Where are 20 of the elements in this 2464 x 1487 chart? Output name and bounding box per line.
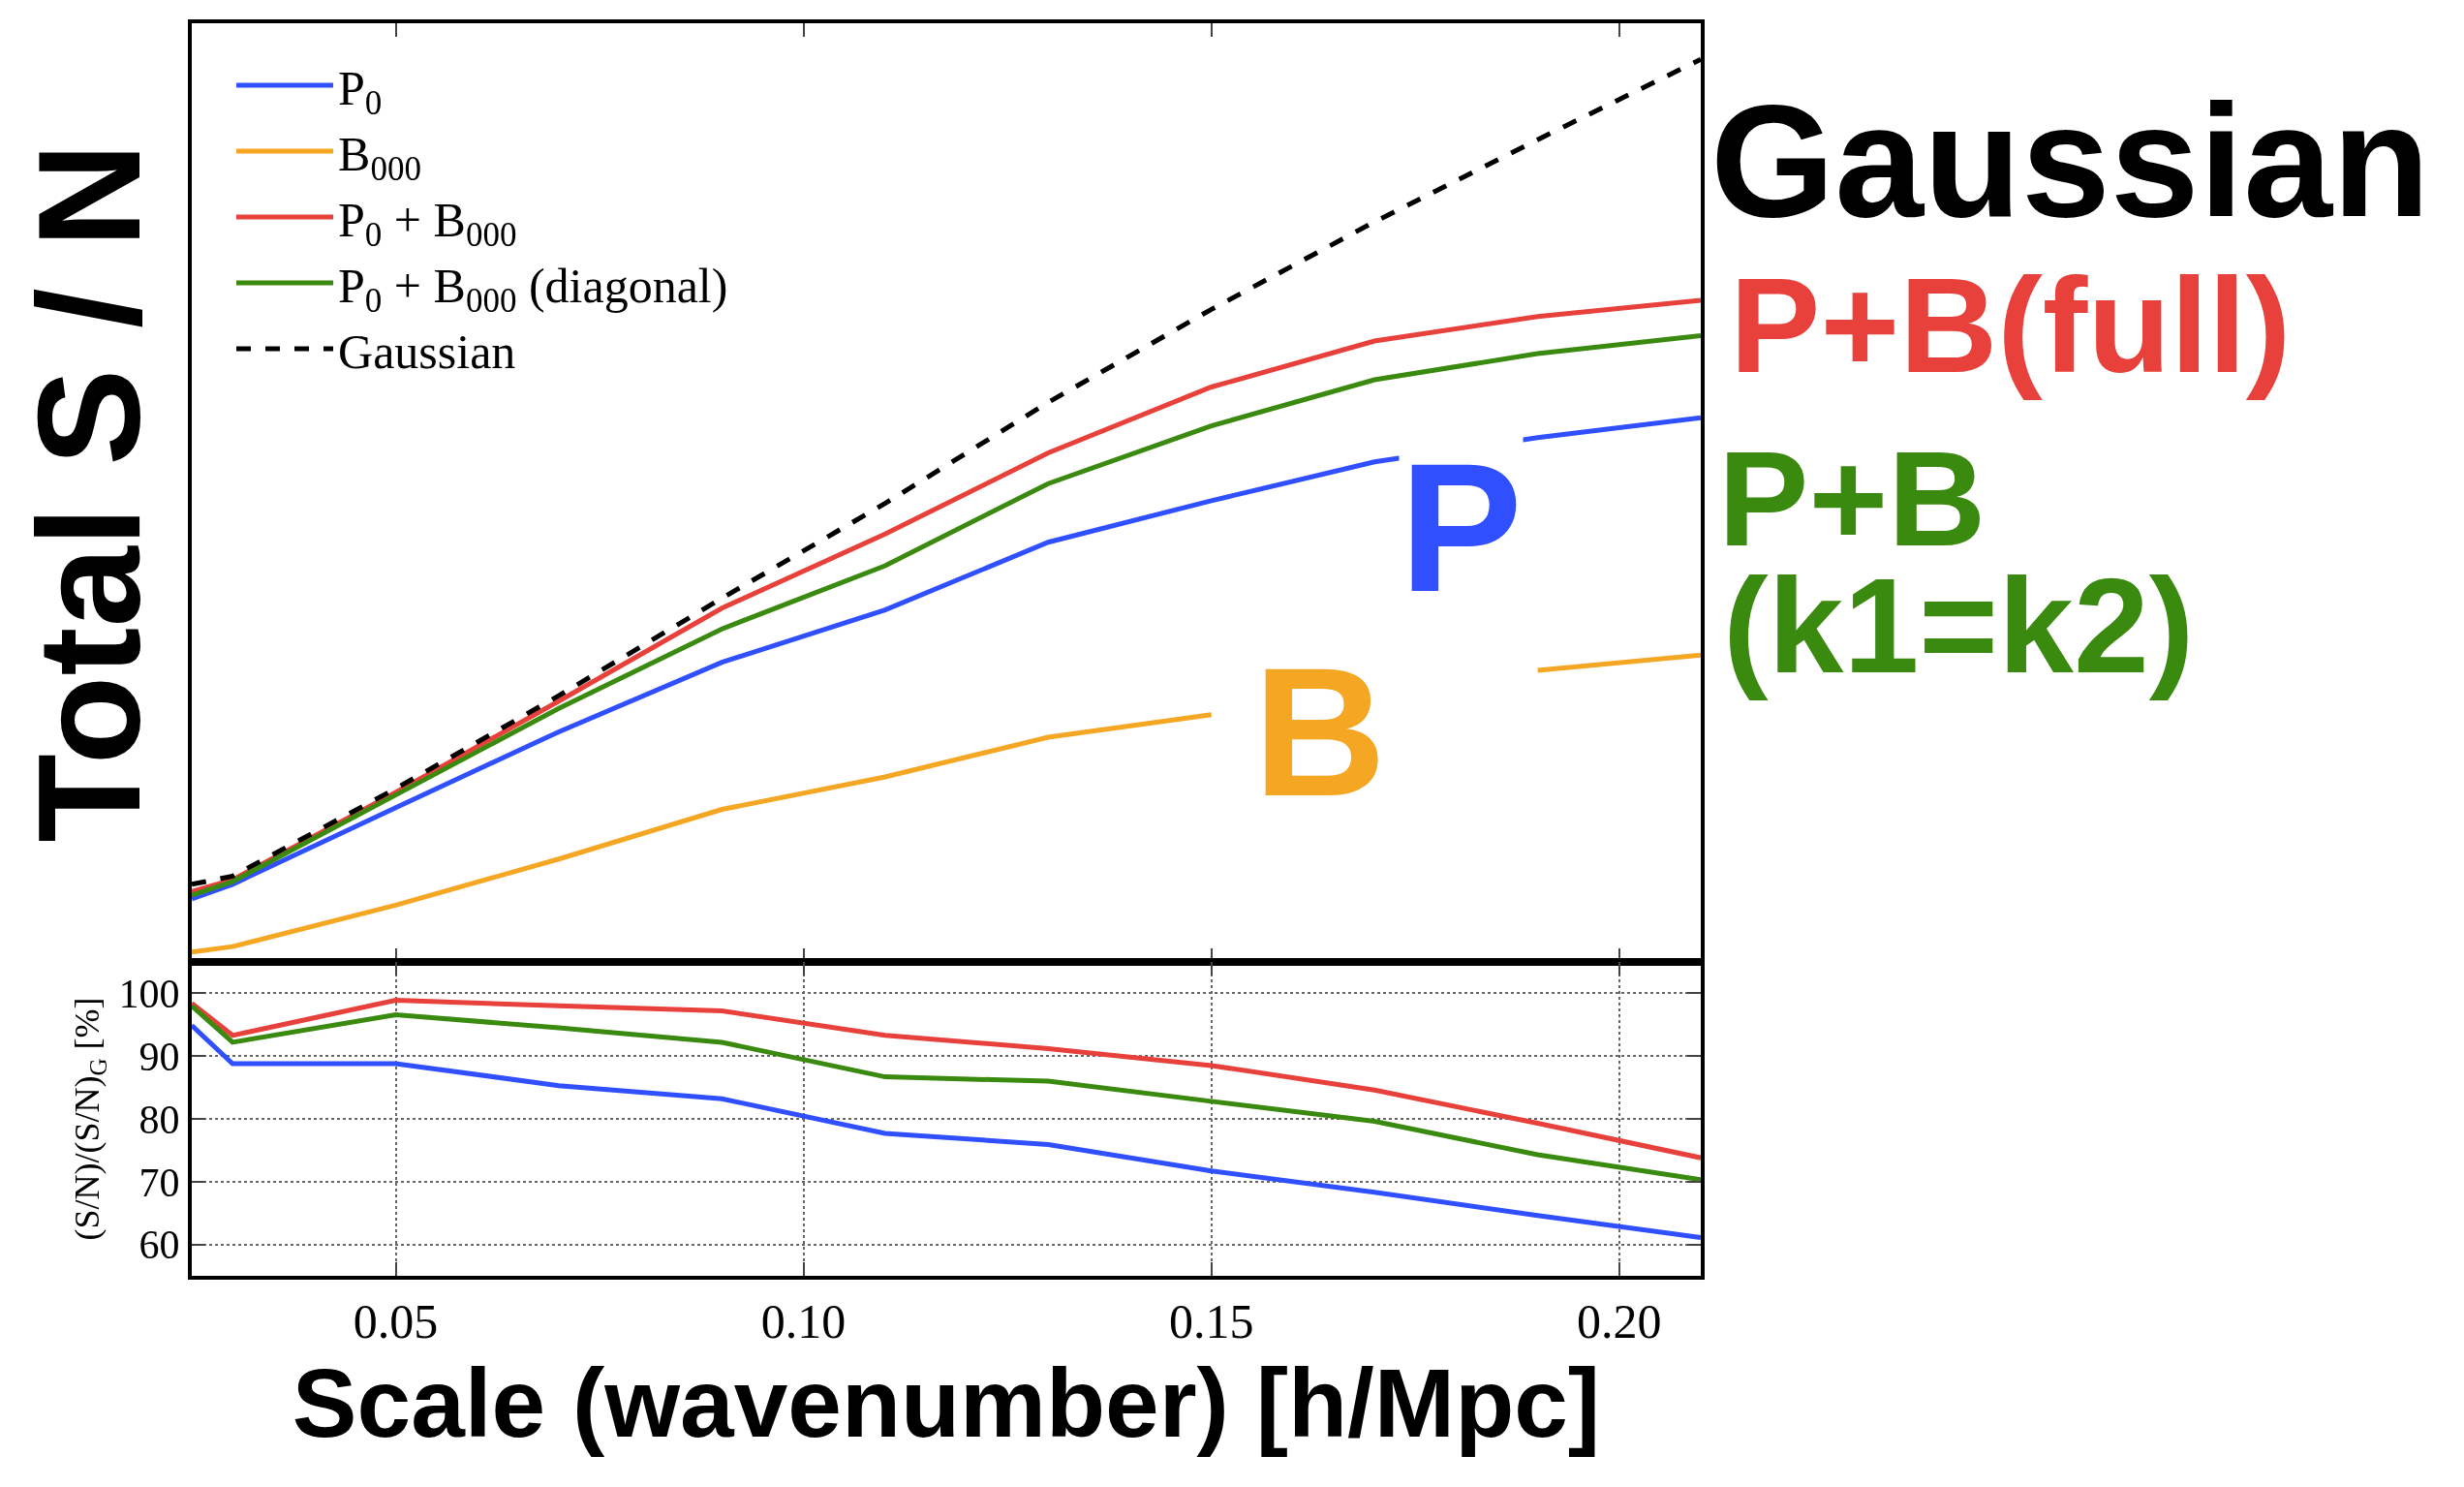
x-tick-label: 0.10 — [760, 1294, 847, 1348]
text: P+B(full) — [1730, 249, 2292, 401]
legend-label: P$_{0}$ + B$_{000}$ (diagonal) — [338, 258, 728, 321]
y-tick-label: 100 — [118, 972, 180, 1017]
text: Gaussian — [1710, 72, 2430, 250]
y-tick-label: 60 — [139, 1223, 180, 1268]
legend-label: P$_{0}$ — [338, 60, 383, 123]
y-axis-title: Total S / N — [7, 142, 170, 843]
y-tick-label: 90 — [139, 1034, 180, 1079]
x-axis-title: Scale (wavenumber) [h/Mpc] — [292, 1348, 1601, 1457]
x-tick-label: 0.20 — [1577, 1294, 1662, 1348]
annotation: B — [1253, 629, 1387, 834]
legend-label: P$_{0}$ + B$_{000}$ — [338, 192, 517, 255]
legend-label: Gaussian — [338, 324, 516, 379]
legend-label: B$_{000}$ — [338, 126, 421, 189]
y-tick-label: 70 — [139, 1160, 180, 1205]
annotation: P — [1400, 424, 1523, 630]
y-tick-label: 80 — [139, 1097, 180, 1142]
x-tick-label: 0.05 — [353, 1294, 439, 1348]
x-tick-label: 0.15 — [1168, 1294, 1254, 1348]
